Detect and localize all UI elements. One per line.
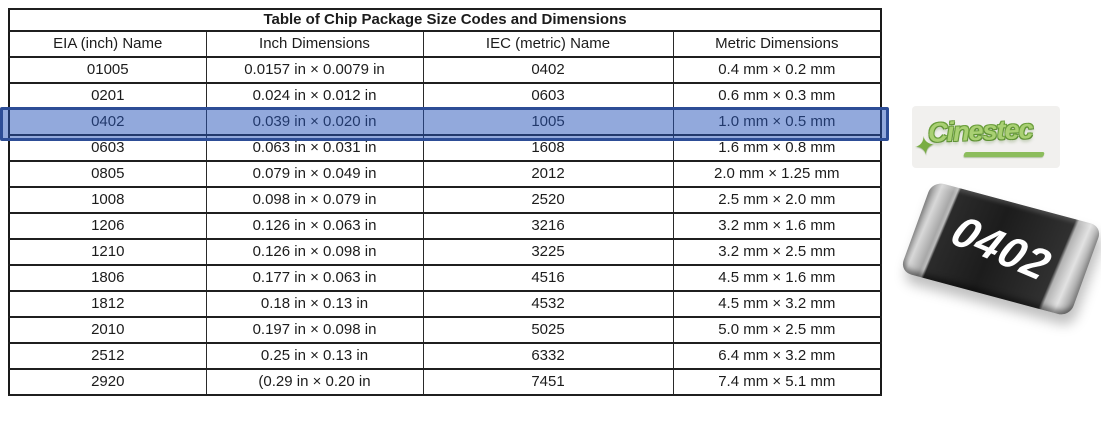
table-cell: 0.25 in × 0.13 in bbox=[205, 342, 424, 370]
table-cell: 0402 bbox=[8, 108, 207, 136]
table-cell: 0.126 in × 0.063 in bbox=[205, 212, 424, 240]
table-cell: 0.126 in × 0.098 in bbox=[205, 238, 424, 266]
table-cell: 2920 bbox=[8, 368, 207, 396]
table-cell: 4.5 mm × 3.2 mm bbox=[672, 290, 882, 318]
table-row: 2010 0.197 in × 0.098 in 5025 5.0 mm × 2.5 … bbox=[8, 316, 882, 344]
cinestec-logo: ✦ Cinestec bbox=[912, 106, 1060, 168]
table-cell: 5.0 mm × 2.5 mm bbox=[672, 316, 882, 344]
column-header: Inch Dimensions bbox=[205, 30, 424, 58]
table-cell: 0.177 in × 0.063 in bbox=[205, 264, 424, 292]
table-cell: 0.039 in × 0.020 in bbox=[205, 108, 424, 136]
table-row: 1206 0.126 in × 0.063 in 3216 3.2 mm × 1.6 … bbox=[8, 212, 882, 240]
table-row: 2512 0.25 in × 0.13 in 6332 6.4 mm × 3.2 mm bbox=[8, 342, 882, 370]
table-cell: 0.063 in × 0.031 in bbox=[205, 134, 424, 162]
chip-body: 0402 bbox=[899, 180, 1101, 318]
table-cell: 0.024 in × 0.012 in bbox=[205, 82, 424, 110]
table-cell: 0603 bbox=[422, 82, 674, 110]
table-cell: 5025 bbox=[422, 316, 674, 344]
table-row: 0603 0.063 in × 0.031 in 1608 1.6 mm × 0.8 … bbox=[8, 134, 882, 162]
table-cell: 3.2 mm × 2.5 mm bbox=[672, 238, 882, 266]
column-header: Metric Dimensions bbox=[672, 30, 882, 58]
table-cell: 1608 bbox=[422, 134, 674, 162]
table-cell: 1.0 mm × 0.5 mm bbox=[672, 108, 882, 136]
table-cell: 0.197 in × 0.098 in bbox=[205, 316, 424, 344]
logo-underline bbox=[963, 152, 1045, 157]
table-cell: 4532 bbox=[422, 290, 674, 318]
table-cell: 1206 bbox=[8, 212, 207, 240]
table-row: 0201 0.024 in × 0.012 in 0603 0.6 mm × 0.3 … bbox=[8, 82, 882, 110]
chip-size-label: 0402 bbox=[943, 206, 1060, 291]
chip-package-size-table: Table of Chip Package Size Codes and Dim… bbox=[8, 8, 883, 396]
table-cell: 6.4 mm × 3.2 mm bbox=[672, 342, 882, 370]
table-cell: 0.098 in × 0.079 in bbox=[205, 186, 424, 214]
table-cell: 0603 bbox=[8, 134, 207, 162]
column-header: IEC (metric) Name bbox=[422, 30, 674, 58]
table-row: 2920 (0.29 in × 0.20 in 7451 7.4 mm × 5.1 m… bbox=[8, 368, 882, 396]
table-cell: 0402 bbox=[422, 56, 674, 84]
table-cell: 1005 bbox=[422, 108, 674, 136]
table-row: 1210 0.126 in × 0.098 in 3225 3.2 mm × 2.5 … bbox=[8, 238, 882, 266]
table-cell: 0.18 in × 0.13 in bbox=[205, 290, 424, 318]
table-cell: 2512 bbox=[8, 342, 207, 370]
table-body: 01005 0.0157 in × 0.0079 in 0402 0.4 mm × 0… bbox=[8, 56, 882, 396]
table-cell: 01005 bbox=[8, 56, 207, 84]
table-cell: 1812 bbox=[8, 290, 207, 318]
table-row: 0805 0.079 in × 0.049 in 2012 2.0 mm × 1.25… bbox=[8, 160, 882, 188]
table-cell: 0.4 mm × 0.2 mm bbox=[672, 56, 882, 84]
table-cell: 0.6 mm × 0.3 mm bbox=[672, 82, 882, 110]
table-header-row: EIA (inch) Name Inch Dimensions IEC (metri… bbox=[8, 30, 882, 58]
table-cell: 1008 bbox=[8, 186, 207, 214]
table-cell: 7.4 mm × 5.1 mm bbox=[672, 368, 882, 396]
table-row: 1806 0.177 in × 0.063 in 4516 4.5 mm × 1.6 … bbox=[8, 264, 882, 292]
chip-resistor-photo: 0402 bbox=[899, 180, 1101, 318]
table-cell: 2.0 mm × 1.25 mm bbox=[672, 160, 882, 188]
table-title: Table of Chip Package Size Codes and Dim… bbox=[8, 8, 882, 32]
table-cell: 0201 bbox=[8, 82, 207, 110]
table-cell: 3225 bbox=[422, 238, 674, 266]
table-row: 0402 0.039 in × 0.020 in 1005 1.0 mm × 0.5 … bbox=[8, 108, 882, 136]
table-cell: 0.0157 in × 0.0079 in bbox=[205, 56, 424, 84]
table-cell: 1.6 mm × 0.8 mm bbox=[672, 134, 882, 162]
table-cell: 1210 bbox=[8, 238, 207, 266]
table-row: 1812 0.18 in × 0.13 in 4532 4.5 mm × 3.2 mm bbox=[8, 290, 882, 318]
table-cell: 2012 bbox=[422, 160, 674, 188]
table-row: 01005 0.0157 in × 0.0079 in 0402 0.4 mm × 0… bbox=[8, 56, 882, 84]
table-cell: 2520 bbox=[422, 186, 674, 214]
logo-text: Cinestec bbox=[927, 114, 1034, 148]
table-cell: 3216 bbox=[422, 212, 674, 240]
table-cell: (0.29 in × 0.20 in bbox=[205, 368, 424, 396]
table-cell: 0805 bbox=[8, 160, 207, 188]
table-cell: 2010 bbox=[8, 316, 207, 344]
table-cell: 6332 bbox=[422, 342, 674, 370]
table-cell: 7451 bbox=[422, 368, 674, 396]
table-title-row: Table of Chip Package Size Codes and Dim… bbox=[8, 8, 882, 32]
table-cell: 3.2 mm × 1.6 mm bbox=[672, 212, 882, 240]
table-row: 1008 0.098 in × 0.079 in 2520 2.5 mm × 2.0 … bbox=[8, 186, 882, 214]
table-cell: 0.079 in × 0.049 in bbox=[205, 160, 424, 188]
table-cell: 1806 bbox=[8, 264, 207, 292]
table-cell: 4.5 mm × 1.6 mm bbox=[672, 264, 882, 292]
column-header: EIA (inch) Name bbox=[8, 30, 207, 58]
table-cell: 2.5 mm × 2.0 mm bbox=[672, 186, 882, 214]
table-cell: 4516 bbox=[422, 264, 674, 292]
